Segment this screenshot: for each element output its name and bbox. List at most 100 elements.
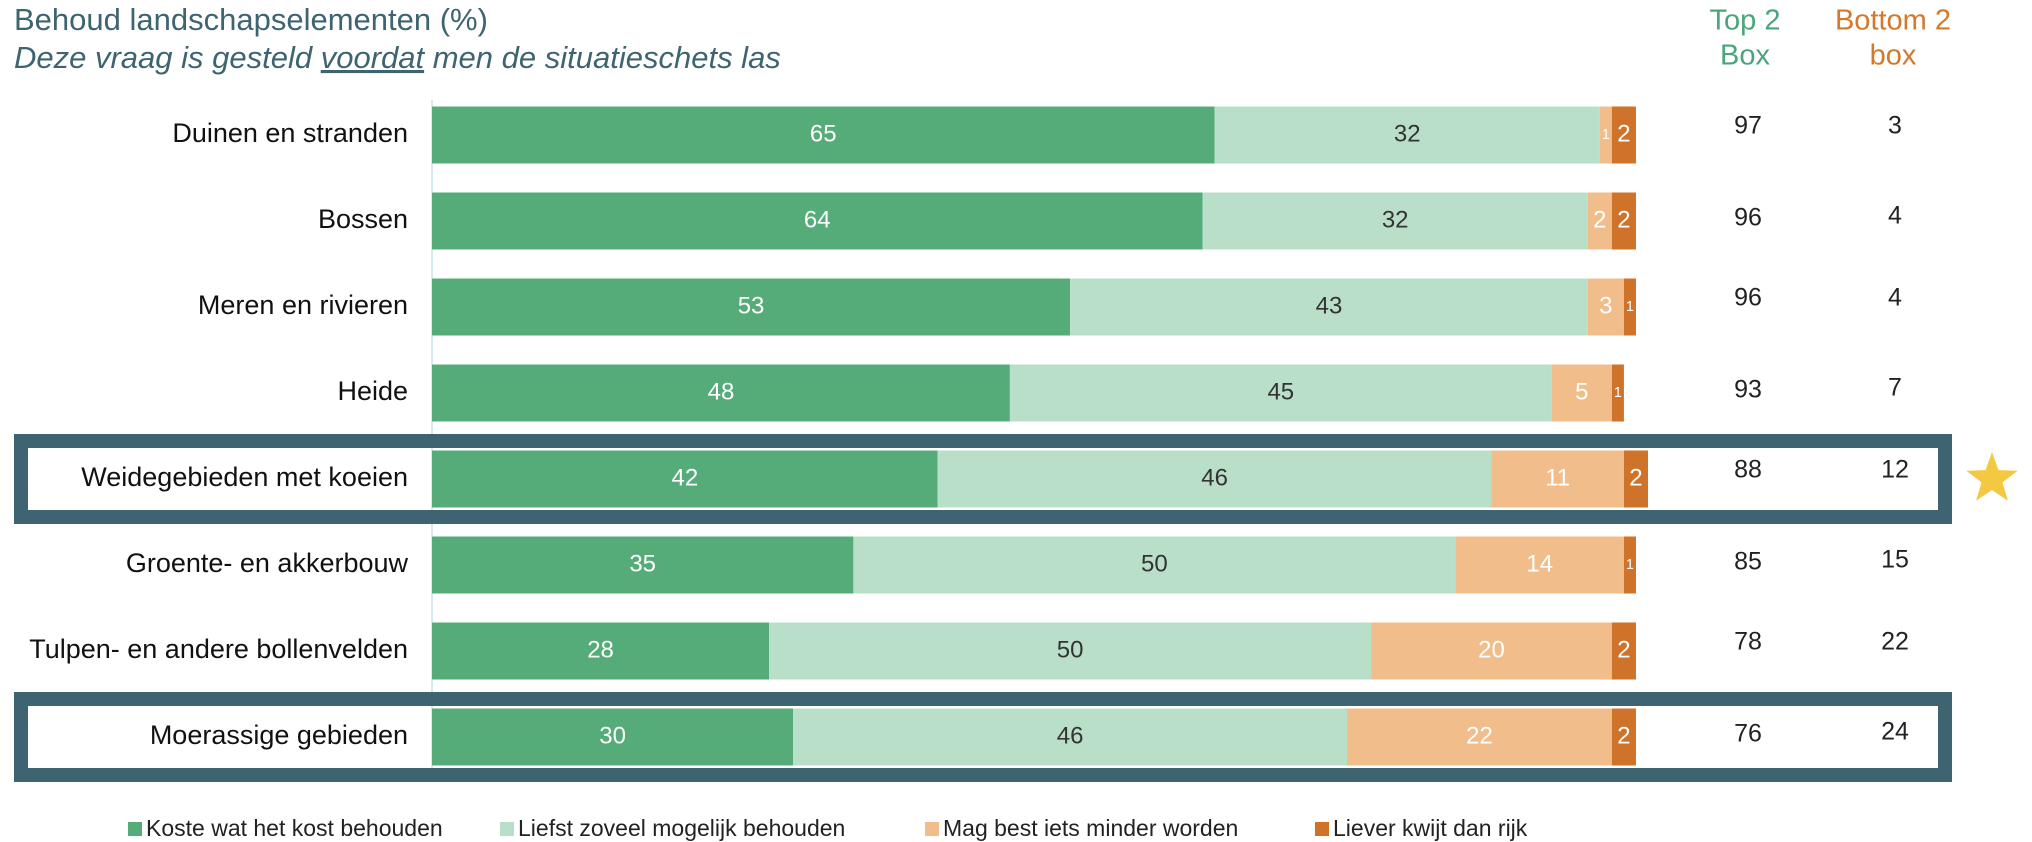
data-label: 50 [1141, 550, 1168, 577]
category-label: Meren en rivieren [198, 290, 408, 320]
bottom2-value: 15 [1881, 546, 1909, 574]
bar-segment [1551, 364, 1612, 422]
data-label: 64 [804, 206, 831, 233]
legend-swatch [128, 822, 142, 836]
top2-value: 88 [1734, 456, 1762, 484]
bar-segment [1214, 106, 1600, 164]
bar-segment [1623, 278, 1636, 336]
category-label: Tulpen- en andere bollenvelden [29, 634, 408, 664]
data-label: 48 [708, 378, 735, 405]
bar-segment [432, 364, 1010, 422]
bar-segment [793, 708, 1348, 766]
bar-segment [1009, 364, 1552, 422]
highlight-frame [14, 434, 1952, 524]
top2-value: 85 [1734, 548, 1762, 576]
top2-header: Top 2 [1710, 5, 1781, 37]
data-label: 35 [629, 550, 656, 577]
subtitle-part: Deze vraag is gesteld [14, 40, 321, 75]
data-label: 42 [671, 464, 698, 491]
data-label: 2 [1617, 636, 1630, 663]
legend-label: Liefst zoveel mogelijk behouden [518, 815, 845, 841]
data-label: 3 [1599, 292, 1612, 319]
bar-segment [1202, 192, 1588, 250]
bar-segment [769, 622, 1372, 680]
top2-value: 93 [1734, 376, 1762, 404]
category-label: Duinen en stranden [172, 118, 408, 148]
subtitle-part: men de situatieschets las [424, 40, 781, 75]
data-label: 1 [1614, 385, 1622, 401]
data-label: 32 [1382, 206, 1409, 233]
top2-value: 97 [1734, 112, 1762, 140]
bottom2-value: 3 [1888, 112, 1902, 140]
legend-swatch [500, 822, 514, 836]
bar-segment [937, 450, 1492, 508]
top2-value: 96 [1734, 204, 1762, 232]
data-label: 32 [1394, 120, 1421, 147]
bar-segment [432, 622, 770, 680]
chart-title: Behoud landschapselementen (%) [14, 2, 488, 37]
data-label: 2 [1617, 722, 1630, 749]
top2-value: 78 [1734, 628, 1762, 656]
bar-segment [1611, 106, 1636, 164]
bar-segment [432, 450, 938, 508]
bottom2-header: Bottom 2 [1835, 5, 1951, 37]
bar-segment [1611, 192, 1636, 250]
bar-segment [1455, 536, 1624, 594]
data-label: 22 [1466, 722, 1493, 749]
data-label: 53 [738, 292, 765, 319]
data-label: 30 [599, 722, 626, 749]
data-label: 45 [1267, 378, 1294, 405]
data-label: 1 [1602, 127, 1610, 143]
data-label: 2 [1617, 206, 1630, 233]
data-label: 46 [1057, 722, 1084, 749]
legend-label: Mag best iets minder worden [943, 815, 1238, 841]
bar-segment [1611, 364, 1624, 422]
bottom2-value: 22 [1881, 628, 1909, 656]
bar-segment [1611, 708, 1636, 766]
category-label: Heide [337, 376, 408, 406]
bar-segment [432, 106, 1215, 164]
category-label: Bossen [318, 204, 408, 234]
legend-label: Koste wat het kost behouden [146, 815, 443, 841]
data-label: 5 [1575, 378, 1588, 405]
data-label: 28 [587, 636, 614, 663]
bottom2-header: box [1870, 40, 1917, 72]
bar-segment [1371, 622, 1612, 680]
bar-segment [1623, 450, 1648, 508]
data-label: 65 [810, 120, 837, 147]
data-label: 2 [1593, 206, 1606, 233]
bar-segment [1587, 278, 1624, 336]
data-label: 43 [1316, 292, 1343, 319]
bar-segment [1599, 106, 1612, 164]
data-label: 20 [1478, 636, 1505, 663]
bottom2-value: 7 [1888, 374, 1902, 402]
bar-segment [1070, 278, 1588, 336]
highlight-frame [14, 692, 1952, 782]
legend-swatch [925, 822, 939, 836]
bottom2-value: 12 [1881, 456, 1909, 484]
category-label: Moerassige gebieden [150, 720, 408, 750]
bottom2-value: 4 [1888, 202, 1902, 230]
chart-subtitle: Deze vraag is gesteld voordat men de sit… [14, 40, 781, 75]
top2-value: 96 [1734, 284, 1762, 312]
legend-swatch [1315, 822, 1329, 836]
bar-segment [432, 536, 854, 594]
legend-label: Liever kwijt dan rijk [1333, 815, 1528, 841]
bar-segment [1347, 708, 1612, 766]
data-label: 2 [1629, 464, 1642, 491]
data-label: 14 [1526, 550, 1553, 577]
data-label: 50 [1057, 636, 1084, 663]
bar-segment [432, 278, 1071, 336]
data-label: 1 [1626, 299, 1634, 315]
star-icon [1966, 452, 2018, 501]
category-label: Groente- en akkerbouw [126, 548, 409, 578]
bottom2-value: 24 [1881, 718, 1909, 746]
bar-segment [1587, 192, 1612, 250]
bar-segment [853, 536, 1456, 594]
subtitle-part: voordat [321, 40, 426, 75]
top2-value: 76 [1734, 720, 1762, 748]
category-label: Weidegebieden met koeien [81, 462, 408, 492]
bar-segment [1491, 450, 1624, 508]
data-label: 1 [1626, 557, 1634, 573]
